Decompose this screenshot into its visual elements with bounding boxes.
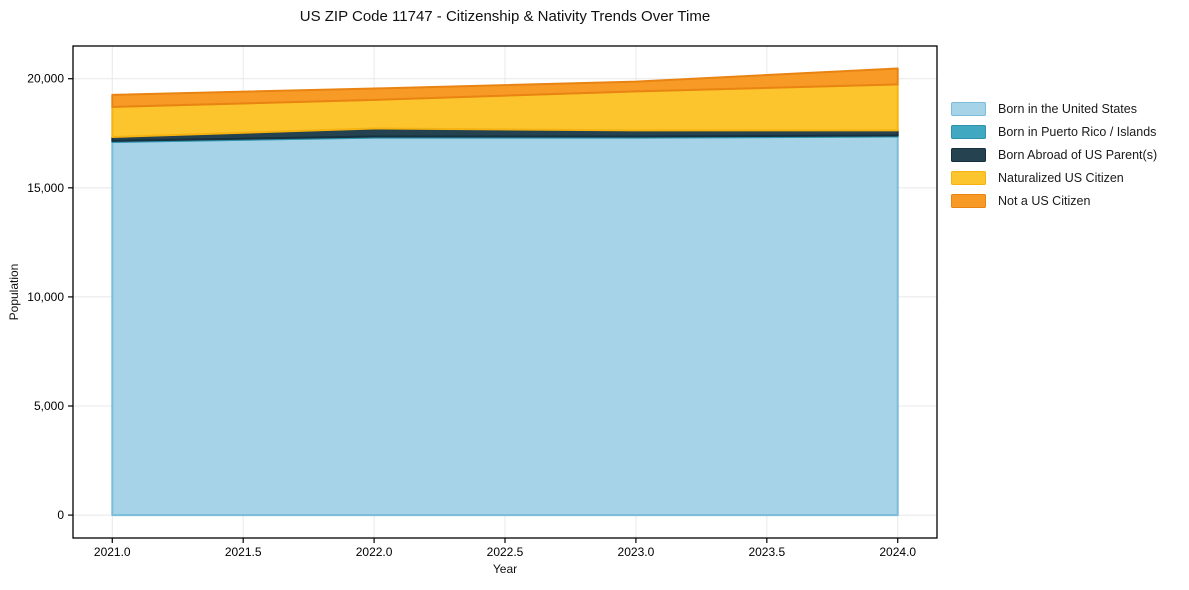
legend-label: Born in the United States bbox=[998, 102, 1137, 116]
y-tick-label: 10,000 bbox=[27, 290, 64, 304]
x-tick-label: 2023.0 bbox=[618, 545, 655, 559]
x-tick-label: 2024.0 bbox=[879, 545, 916, 559]
legend-swatch-icon bbox=[951, 148, 986, 162]
x-tick-label: 2023.5 bbox=[748, 545, 785, 559]
legend-item-2: Born Abroad of US Parent(s) bbox=[951, 148, 1157, 162]
legend-item-1: Born in Puerto Rico / Islands bbox=[951, 125, 1157, 139]
y-tick-label: 15,000 bbox=[27, 181, 64, 195]
x-tick-label: 2021.0 bbox=[94, 545, 131, 559]
x-tick-label: 2021.5 bbox=[225, 545, 262, 559]
y-tick-label: 5,000 bbox=[34, 399, 64, 413]
legend-item-3: Naturalized US Citizen bbox=[951, 171, 1157, 185]
y-tick-label: 20,000 bbox=[27, 72, 64, 86]
legend-swatch-icon bbox=[951, 102, 986, 116]
areas bbox=[111, 67, 899, 517]
legend-label: Born in Puerto Rico / Islands bbox=[998, 125, 1157, 139]
y-tick-label: 0 bbox=[57, 508, 64, 522]
x-axis-label: Year bbox=[492, 562, 518, 576]
legend-item-4: Not a US Citizen bbox=[951, 194, 1157, 208]
legend-item-0: Born in the United States bbox=[951, 102, 1157, 116]
y-axis-label: Population bbox=[7, 263, 21, 321]
ticks: 0 5,000 10,000 15,000 20,000 2021.0 2021.5 2022… bbox=[27, 72, 916, 559]
legend-label: Not a US Citizen bbox=[998, 194, 1091, 208]
legend-swatch-icon bbox=[951, 171, 986, 185]
legend: Born in the United States Born in Puerto … bbox=[951, 102, 1157, 217]
chart-title: US ZIP Code 11747 - Citizenship & Nativi… bbox=[299, 8, 711, 25]
area-series-0 bbox=[111, 135, 899, 517]
x-tick-label: 2022.5 bbox=[487, 545, 524, 559]
legend-label: Born Abroad of US Parent(s) bbox=[998, 148, 1158, 162]
x-tick-label: 2022.0 bbox=[356, 545, 393, 559]
area-series-4 bbox=[111, 67, 899, 108]
legend-label: Naturalized US Citizen bbox=[998, 171, 1124, 185]
legend-swatch-icon bbox=[951, 194, 986, 208]
legend-swatch-icon bbox=[951, 125, 986, 139]
